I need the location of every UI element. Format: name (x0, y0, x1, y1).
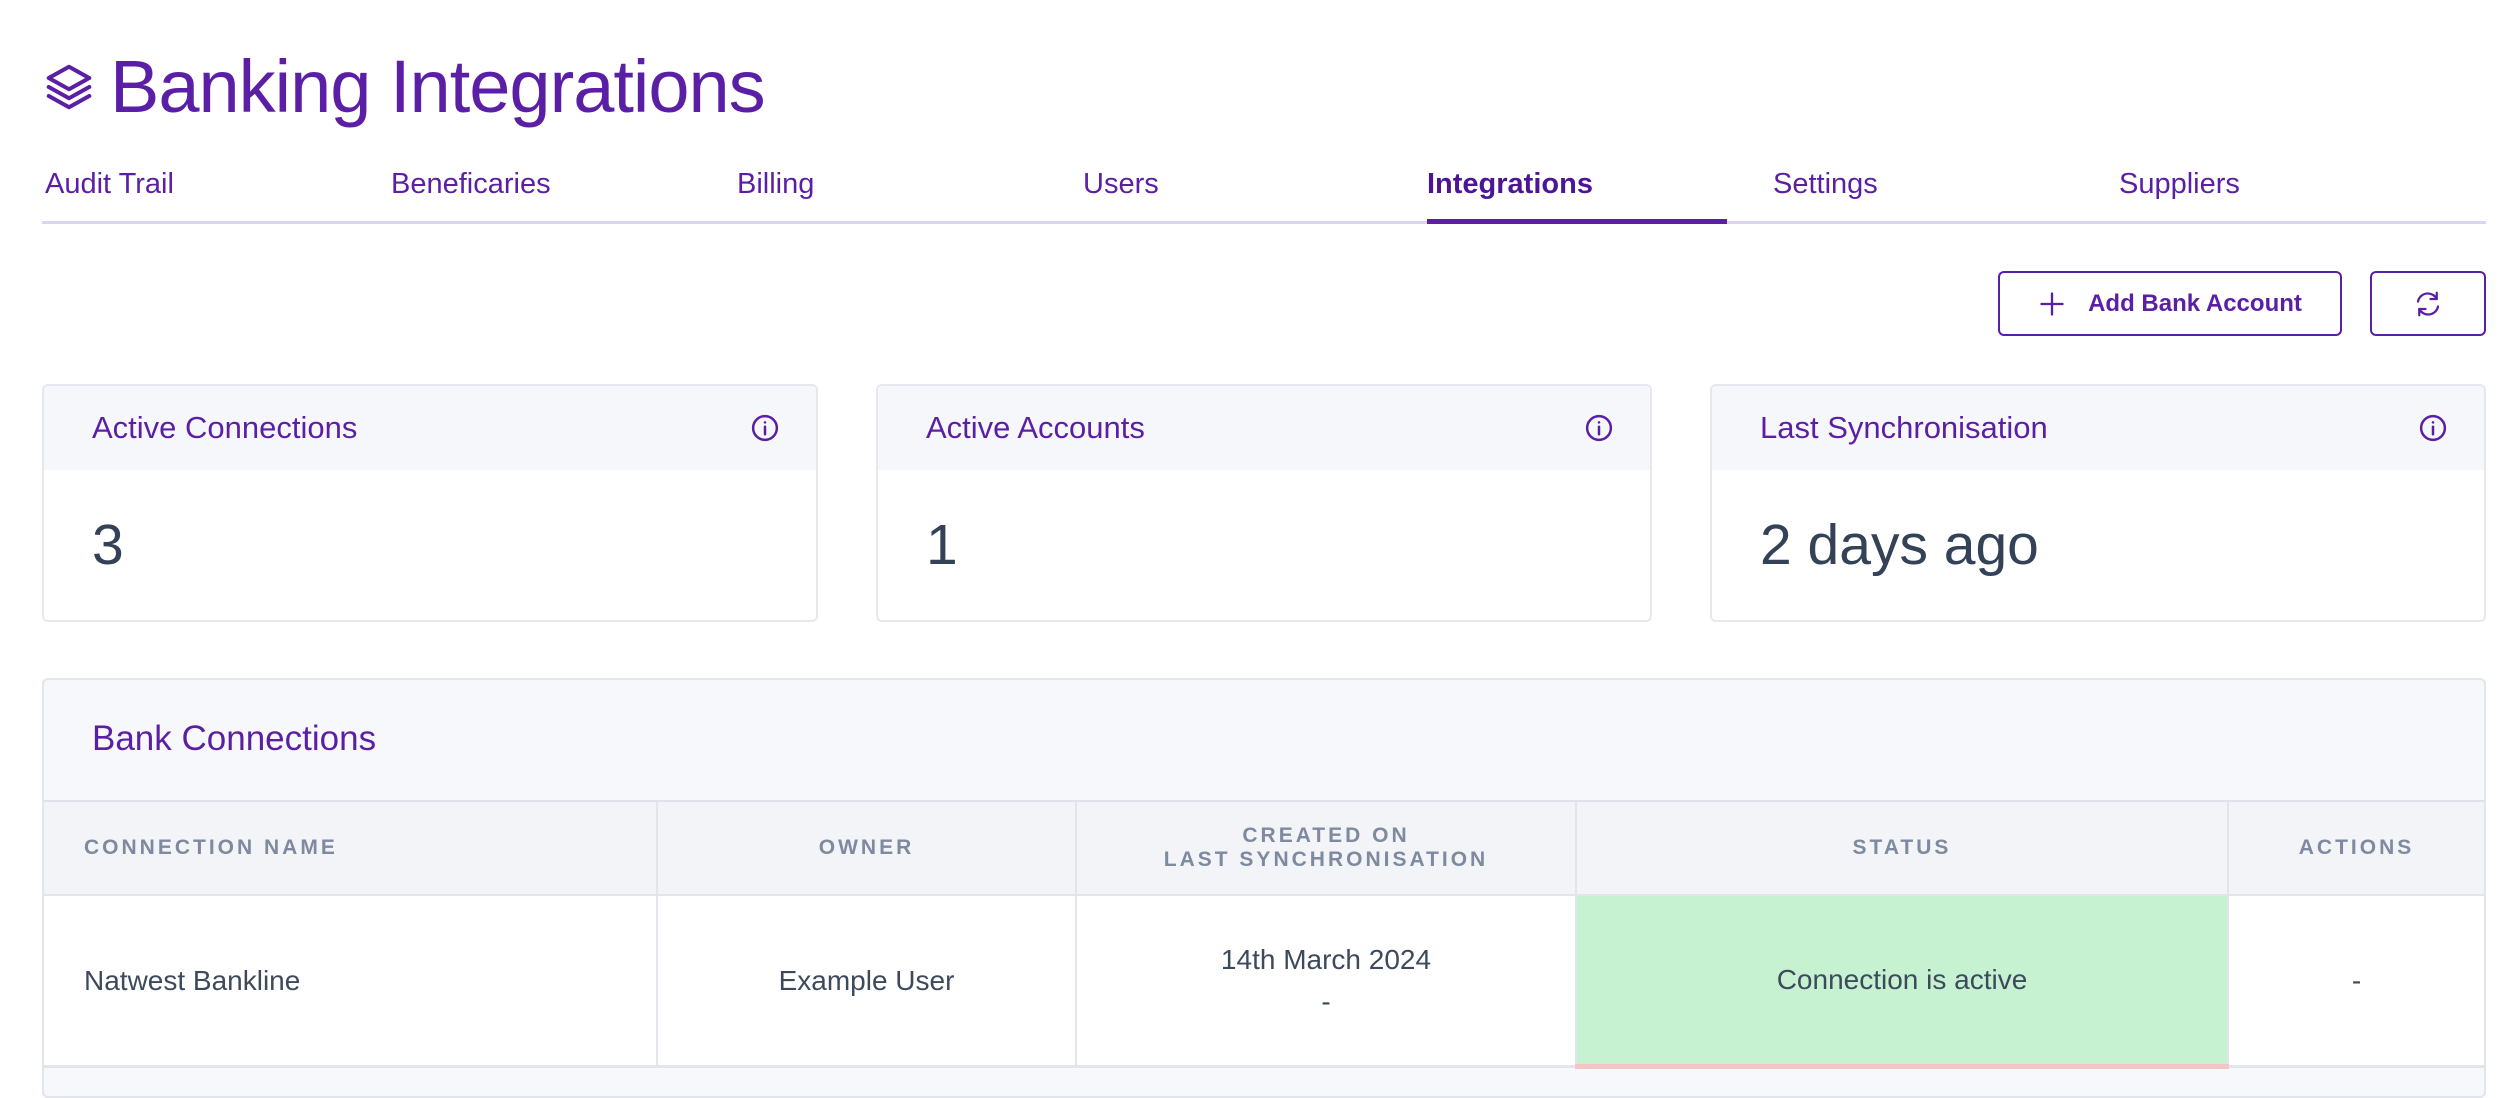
stat-value: 1 (926, 513, 958, 577)
tab-billing[interactable]: Billing (737, 168, 815, 200)
bank-connections-table: Connection Name Owner Created On Last Sy… (44, 802, 2484, 1069)
stat-card-active-accounts: Active Accounts 1 (876, 384, 1652, 622)
status-badge: Connection is active (1576, 895, 2229, 1069)
tab-beneficaries[interactable]: Beneficaries (391, 168, 551, 200)
cell-connection-name: Natwest Bankline (44, 895, 658, 1068)
column-header-status[interactable]: Status (1576, 802, 2229, 896)
refresh-icon (2413, 289, 2443, 319)
add-bank-account-button[interactable]: Add Bank Account (1998, 271, 2342, 336)
column-header-created-on[interactable]: Created On Last Synchronisation (1076, 802, 1577, 896)
cell-created-on: 14th March 2024 (1220, 943, 1432, 975)
header-last-sync-label: Last Synchronisation (1163, 848, 1489, 871)
column-header-actions: Actions (2228, 802, 2484, 896)
column-header-connection-name[interactable]: Connection Name (44, 802, 658, 896)
stat-card-active-connections: Active Connections 3 (42, 384, 818, 622)
cell-dates: 14th March 2024 - (1076, 895, 1577, 1068)
tab-settings[interactable]: Settings (1773, 168, 1878, 200)
table-row[interactable]: Natwest Bankline Example User 14th March… (44, 895, 2484, 1069)
info-icon[interactable] (1584, 413, 1614, 443)
column-header-owner[interactable]: Owner (657, 802, 1077, 896)
page-header: Banking Integrations (42, 42, 766, 132)
stat-title: Last Synchronisation (1760, 410, 2048, 445)
cell-last-sync: - (1321, 985, 1331, 1017)
stat-value: 2 days ago (1760, 513, 2039, 577)
stat-value: 3 (92, 513, 124, 577)
add-bank-account-label: Add Bank Account (2088, 289, 2302, 317)
panel-title: Bank Connections (44, 680, 2484, 802)
tab-integrations[interactable]: Integrations (1427, 155, 1727, 224)
stat-title: Active Connections (92, 410, 358, 445)
info-icon[interactable] (2418, 413, 2448, 443)
header-created-on-label: Created On (1242, 824, 1410, 847)
refresh-button[interactable] (2370, 271, 2486, 336)
layers-icon (42, 60, 96, 114)
table-header-row: Connection Name Owner Created On Last Sy… (44, 802, 2484, 896)
page-title: Banking Integrations (110, 45, 766, 128)
info-icon[interactable] (750, 413, 780, 443)
stat-card-last-synchronisation: Last Synchronisation 2 days ago (1710, 384, 2486, 622)
stat-title: Active Accounts (926, 410, 1145, 445)
tab-users[interactable]: Users (1083, 168, 1159, 200)
tab-bar: Audit Trail Beneficaries Billing Users I… (42, 155, 2486, 224)
tab-audit-trail[interactable]: Audit Trail (45, 168, 174, 200)
tab-suppliers[interactable]: Suppliers (2119, 168, 2240, 200)
cell-actions: - (2228, 895, 2484, 1068)
plus-icon (2038, 290, 2066, 318)
bank-connections-panel: Bank Connections Connection Name Owner C… (42, 678, 2486, 1098)
cell-owner: Example User (657, 895, 1077, 1068)
